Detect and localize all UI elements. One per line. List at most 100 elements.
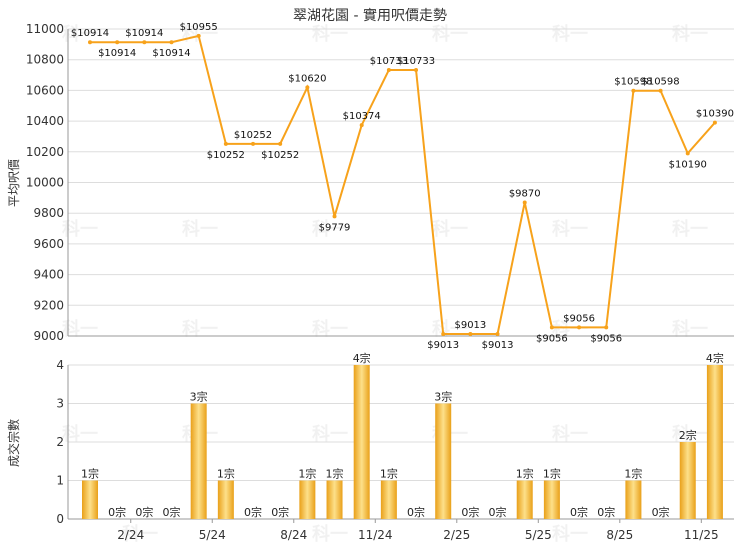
price-grid: [68, 28, 734, 337]
price-point: [115, 40, 120, 45]
volume-y-tick: 4: [56, 358, 64, 372]
price-point: [631, 88, 636, 93]
watermark-text: 科一: [552, 523, 588, 545]
price-point: [604, 325, 609, 330]
price-y-tick: 10200: [26, 145, 64, 159]
volume-data-label: 3宗: [434, 390, 452, 404]
price-data-label: $10190: [669, 159, 707, 170]
volume-data-label: 1宗: [380, 467, 398, 481]
price-data-label: $10733: [370, 56, 408, 67]
price-data-label: $9870: [509, 188, 541, 199]
watermark-text: 科一: [552, 423, 588, 445]
price-data-label: $10914: [71, 28, 109, 39]
price-point: [386, 67, 391, 72]
price-data-label: $9013: [454, 320, 486, 331]
price-point: [169, 40, 174, 45]
price-data-label: $9013: [427, 340, 459, 351]
price-series: [88, 33, 717, 337]
watermark-text: 科一: [312, 423, 348, 445]
watermark-text: 科一: [552, 318, 588, 340]
price-point: [142, 40, 147, 45]
watermark-text: 科一: [672, 318, 708, 340]
volume-series: [82, 365, 723, 519]
volume-data-label: 1宗: [326, 467, 344, 481]
price-point: [223, 141, 228, 146]
volume-bar: [625, 480, 642, 519]
price-data-label: $9056: [590, 333, 622, 344]
price-y-tick: 10000: [26, 176, 64, 190]
price-point: [414, 67, 419, 72]
price-data-label: $10620: [288, 73, 326, 84]
volume-x-tick: 8/24: [280, 528, 307, 542]
price-data-label: $10252: [261, 150, 299, 161]
volume-bar: [353, 365, 370, 519]
watermark-text: 科一: [312, 523, 348, 545]
volume-data-label: 0宗: [244, 505, 262, 519]
volume-bar: [706, 365, 723, 519]
volume-data-label: 0宗: [135, 505, 153, 519]
price-point: [332, 214, 337, 219]
volume-bar: [435, 403, 452, 519]
volume-y-axis-title: 成交宗數: [6, 419, 21, 467]
price-y-tick: 10800: [26, 53, 64, 67]
volume-data-label: 0宗: [570, 505, 588, 519]
price-data-label: $10914: [98, 48, 136, 59]
watermark-text: 科一: [182, 218, 218, 240]
price-y-tick: 9200: [33, 298, 64, 312]
price-data-label: $9013: [482, 340, 514, 351]
volume-bar: [543, 480, 560, 519]
volume-data-label: 0宗: [489, 505, 507, 519]
volume-data-label: 0宗: [271, 505, 289, 519]
price-point: [196, 33, 201, 38]
chart-title: 翠湖花園 - 實用呎價走勢: [293, 7, 447, 24]
price-data-label: $10390: [696, 109, 734, 120]
volume-bar: [326, 480, 343, 519]
price-data-label: $9779: [319, 222, 351, 233]
volume-data-label: 1宗: [624, 467, 642, 481]
watermark-text: 科一: [672, 423, 708, 445]
volume-data-label: 1宗: [81, 467, 99, 481]
price-point: [549, 325, 554, 330]
price-y-tick: 11000: [26, 22, 64, 36]
price-data-label: $10252: [207, 150, 245, 161]
volume-x-tick: 5/25: [525, 528, 552, 542]
volume-data-label: 3宗: [190, 390, 208, 404]
watermark-text: 科一: [182, 318, 218, 340]
price-point: [522, 200, 527, 205]
volume-data-label: 2宗: [679, 428, 697, 442]
watermark-text: 科一: [122, 523, 158, 545]
price-point: [712, 120, 717, 125]
price-data-label: $10733: [397, 56, 435, 67]
watermark-text: 科一: [552, 23, 588, 45]
watermark-text: 科一: [62, 423, 98, 445]
watermark-text: 科一: [312, 318, 348, 340]
price-y-tick: 10400: [26, 114, 64, 128]
price-y-tick: 9800: [33, 206, 64, 220]
price-axes: 9000 9200 9400 9600 9800 10000 10200 10400 10600…: [26, 22, 734, 343]
price-point: [658, 88, 663, 93]
price-y-axis-title: 平均呎價: [7, 159, 21, 207]
volume-data-labels: 1宗 0宗 0宗 0宗 3宗 1宗 0宗 0宗 1宗 1宗 4宗 1宗 0宗 3宗 0宗 0宗 1宗 1宗 0宗 0宗…: [81, 351, 724, 519]
watermark-text: 科一: [432, 218, 468, 240]
watermark-text: 科一: [432, 23, 468, 45]
volume-data-label: 4宗: [706, 351, 724, 365]
watermark-text: 科一: [312, 218, 348, 240]
volume-x-tick: 8/25: [606, 528, 633, 542]
volume-bar: [380, 480, 397, 519]
watermark-text: 科一: [62, 318, 98, 340]
volume-x-tick: 11/24: [358, 528, 393, 542]
price-data-labels: $10914 $10914 $10914 $10914 $10955 $10252 $102…: [71, 22, 734, 351]
volume-data-label: 4宗: [353, 351, 371, 365]
price-data-label: $10914: [152, 48, 190, 59]
price-point: [468, 332, 473, 337]
volume-bar: [82, 480, 98, 519]
price-point: [685, 151, 690, 156]
price-data-label: $10374: [343, 111, 381, 122]
volume-data-label: 1宗: [217, 467, 235, 481]
volume-y-tick: 0: [56, 512, 64, 526]
price-point: [441, 332, 446, 337]
watermark-text: 科一: [62, 218, 98, 240]
volume-data-label: 0宗: [461, 505, 479, 519]
volume-y-tick: 2: [56, 435, 64, 449]
volume-x-tick: 5/24: [199, 528, 226, 542]
